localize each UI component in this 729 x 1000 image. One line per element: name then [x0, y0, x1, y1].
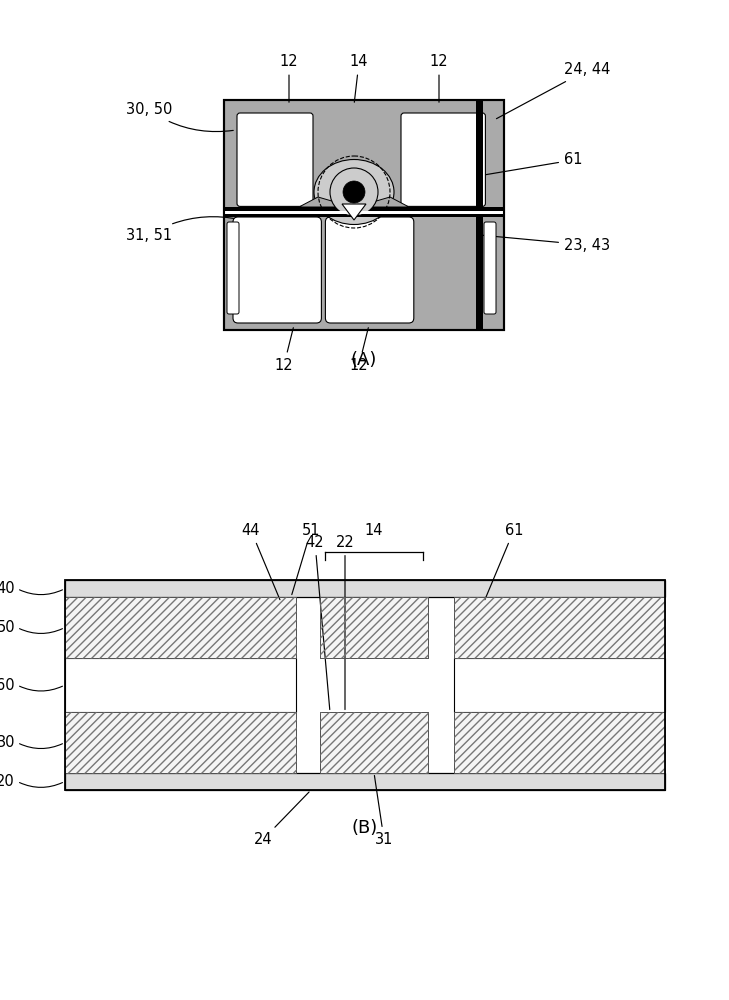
- Text: 31: 31: [375, 775, 393, 847]
- Text: 31, 51: 31, 51: [126, 217, 239, 242]
- Bar: [320, 597, 428, 658]
- Text: 42: 42: [305, 535, 330, 710]
- Text: 22: 22: [335, 535, 354, 710]
- Text: 12: 12: [429, 54, 448, 102]
- Polygon shape: [299, 197, 342, 207]
- Circle shape: [330, 168, 378, 216]
- Text: 30: 30: [0, 735, 15, 750]
- Circle shape: [343, 181, 365, 203]
- Bar: [453, 658, 665, 712]
- Text: 50: 50: [0, 620, 15, 635]
- Text: 14: 14: [350, 54, 368, 102]
- Text: 24, 44: 24, 44: [496, 62, 610, 119]
- Text: 24: 24: [254, 792, 309, 847]
- Text: 20: 20: [0, 774, 15, 789]
- Bar: [65, 597, 296, 658]
- Bar: [65, 597, 296, 658]
- Bar: [65, 580, 665, 790]
- FancyBboxPatch shape: [233, 217, 321, 323]
- FancyBboxPatch shape: [484, 222, 496, 314]
- Text: 12: 12: [275, 328, 293, 372]
- Text: 30, 50: 30, 50: [126, 103, 233, 132]
- Bar: [65, 580, 665, 597]
- Bar: [65, 712, 296, 773]
- Text: 60: 60: [0, 678, 15, 692]
- Bar: [320, 712, 428, 773]
- FancyBboxPatch shape: [325, 217, 414, 323]
- Text: 12: 12: [280, 54, 298, 102]
- Bar: [224, 100, 504, 330]
- Text: 14: 14: [364, 523, 383, 538]
- FancyBboxPatch shape: [237, 113, 313, 206]
- Text: 51: 51: [292, 523, 320, 595]
- Bar: [224, 211, 504, 214]
- Bar: [224, 207, 504, 217]
- Bar: [65, 658, 296, 712]
- Bar: [453, 712, 665, 773]
- Bar: [453, 597, 665, 658]
- Polygon shape: [342, 204, 366, 220]
- Bar: [65, 773, 665, 790]
- Bar: [224, 100, 504, 330]
- Bar: [320, 597, 428, 658]
- Ellipse shape: [314, 159, 394, 225]
- Text: 61: 61: [485, 523, 523, 600]
- Text: 61: 61: [457, 152, 582, 180]
- Text: 23, 43: 23, 43: [483, 235, 610, 252]
- Text: (A): (A): [351, 351, 377, 369]
- Bar: [453, 597, 665, 658]
- Bar: [320, 712, 428, 773]
- Polygon shape: [366, 197, 409, 207]
- Text: 12: 12: [350, 328, 368, 372]
- Text: (B): (B): [352, 819, 378, 837]
- Text: 44: 44: [242, 523, 280, 600]
- FancyBboxPatch shape: [401, 113, 486, 206]
- Text: 40: 40: [0, 581, 15, 596]
- Bar: [65, 712, 296, 773]
- FancyBboxPatch shape: [227, 222, 239, 314]
- Bar: [453, 712, 665, 773]
- Bar: [476, 100, 483, 330]
